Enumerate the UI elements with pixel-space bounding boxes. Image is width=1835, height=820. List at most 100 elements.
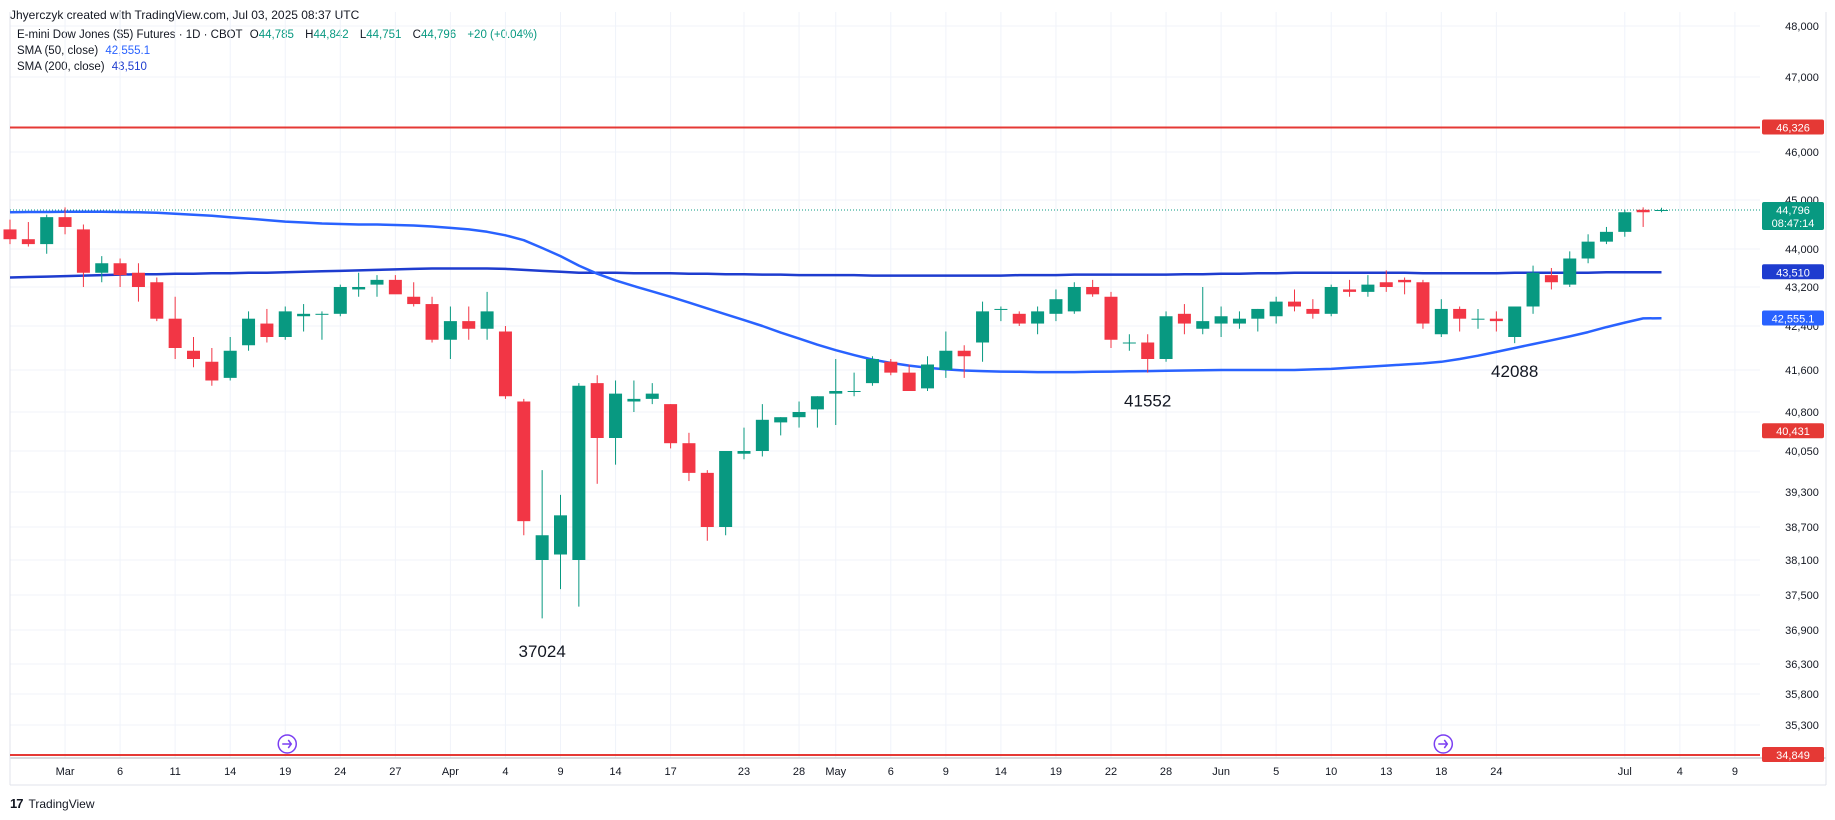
candle-body[interactable] [1049, 299, 1063, 314]
candle-body[interactable] [480, 311, 494, 329]
candle-body[interactable] [921, 364, 934, 389]
candle-body[interactable] [884, 361, 898, 373]
candle-body[interactable] [737, 451, 751, 454]
candle-body[interactable] [829, 391, 843, 394]
candle-body[interactable] [976, 311, 990, 343]
candle-body[interactable] [609, 393, 623, 438]
candle-body[interactable] [498, 331, 512, 397]
candle-body[interactable] [1361, 284, 1375, 292]
candle-body[interactable] [1489, 318, 1503, 322]
candle-body[interactable] [1526, 272, 1540, 307]
candle-body[interactable] [572, 385, 586, 560]
candle-body[interactable] [1343, 289, 1357, 292]
candle-body[interactable] [590, 383, 604, 438]
candle-body[interactable] [1563, 258, 1577, 285]
candle-body[interactable] [352, 287, 366, 290]
candle-body[interactable] [1306, 308, 1320, 314]
candle-body[interactable] [150, 282, 164, 319]
candle-body[interactable] [755, 419, 769, 451]
y-tick-label: 40,050 [1785, 446, 1819, 458]
candle-body[interactable] [1599, 231, 1613, 242]
candle-body[interactable] [297, 313, 311, 317]
candle-body[interactable] [847, 391, 861, 392]
candle-body[interactable] [168, 318, 182, 348]
candle-body[interactable] [388, 279, 402, 295]
candle-body[interactable] [1655, 209, 1668, 211]
sma50-legend[interactable]: SMA (50, close) 42,555.1 [17, 45, 154, 57]
candle-body[interactable] [645, 393, 659, 399]
candle-body[interactable] [407, 296, 421, 305]
candle-body[interactable] [1122, 342, 1136, 344]
candle-body[interactable] [627, 398, 641, 402]
y-tick-label: 36,900 [1785, 625, 1819, 637]
candle-body[interactable] [1636, 209, 1650, 213]
candle-body[interactable] [682, 443, 696, 473]
candle-body[interactable] [664, 404, 678, 444]
candle-body[interactable] [774, 417, 788, 423]
candle-body[interactable] [58, 217, 72, 227]
candle-body[interactable] [1214, 316, 1228, 324]
candle-body[interactable] [3, 229, 17, 240]
price-chart[interactable]: 48,00047,00046,00045,00044,00043,20042,4… [0, 0, 1835, 790]
candle-body[interactable] [994, 308, 1008, 310]
candle-body[interactable] [1012, 313, 1026, 324]
candle-body[interactable] [1232, 318, 1246, 324]
y-tick-label: 43,200 [1785, 282, 1819, 294]
candle-body[interactable] [902, 372, 916, 391]
candle-body[interactable] [1618, 212, 1632, 232]
candle-body[interactable] [1251, 308, 1265, 319]
candle-body[interactable] [1177, 313, 1191, 324]
candle-body[interactable] [131, 272, 145, 287]
candle-body[interactable] [810, 396, 824, 410]
candle-body[interactable] [1141, 342, 1155, 360]
candle-body[interactable] [1416, 282, 1430, 324]
candle-body[interactable] [1379, 282, 1393, 287]
candle-body[interactable] [939, 350, 953, 370]
candle-body[interactable] [865, 359, 879, 384]
candle-body[interactable] [443, 321, 457, 340]
candle-body[interactable] [535, 535, 549, 560]
candle-body[interactable] [113, 263, 127, 276]
candle-body[interactable] [1031, 311, 1045, 324]
candle-body[interactable] [278, 311, 292, 337]
x-tick-label: 19 [1050, 766, 1062, 778]
sma200-line[interactable] [9, 210, 1662, 374]
candle-body[interactable] [205, 361, 219, 381]
candle-body[interactable] [76, 229, 90, 273]
candle-body[interactable] [719, 451, 733, 527]
candle-body[interactable] [1581, 241, 1595, 259]
candle-body[interactable] [333, 287, 347, 314]
candle-body[interactable] [462, 321, 476, 329]
candle-body[interactable] [554, 515, 567, 555]
candle-body[interactable] [1544, 275, 1558, 283]
candle-body[interactable] [1067, 287, 1081, 312]
candle-body[interactable] [370, 279, 384, 285]
candle-body[interactable] [1453, 308, 1467, 319]
candle-body[interactable] [700, 472, 714, 527]
candle-body[interactable] [1196, 321, 1210, 329]
candle-body[interactable] [40, 217, 54, 245]
candle-body[interactable] [517, 401, 531, 522]
candle-body[interactable] [1288, 301, 1301, 307]
candle-body[interactable] [1269, 301, 1283, 317]
candle-body[interactable] [95, 263, 109, 273]
price-label-text: 46,326 [1776, 123, 1810, 135]
y-tick-label: 36,300 [1785, 659, 1819, 671]
candle-body[interactable] [21, 239, 35, 245]
candle-body[interactable] [957, 350, 971, 357]
candle-body[interactable] [1471, 318, 1485, 320]
candle-body[interactable] [242, 318, 256, 346]
candle-body[interactable] [1086, 287, 1100, 295]
candle-body[interactable] [1508, 306, 1522, 338]
candle-body[interactable] [1324, 287, 1338, 314]
candle-body[interactable] [425, 304, 439, 340]
candle-body[interactable] [315, 313, 329, 315]
candle-body[interactable] [1159, 316, 1173, 359]
candle-body[interactable] [223, 350, 237, 378]
candle-body[interactable] [792, 412, 806, 418]
candle-body[interactable] [187, 350, 200, 359]
candle-body[interactable] [1398, 279, 1412, 283]
candle-body[interactable] [1434, 308, 1448, 335]
candle-body[interactable] [1104, 296, 1118, 340]
candle-body[interactable] [260, 323, 274, 337]
